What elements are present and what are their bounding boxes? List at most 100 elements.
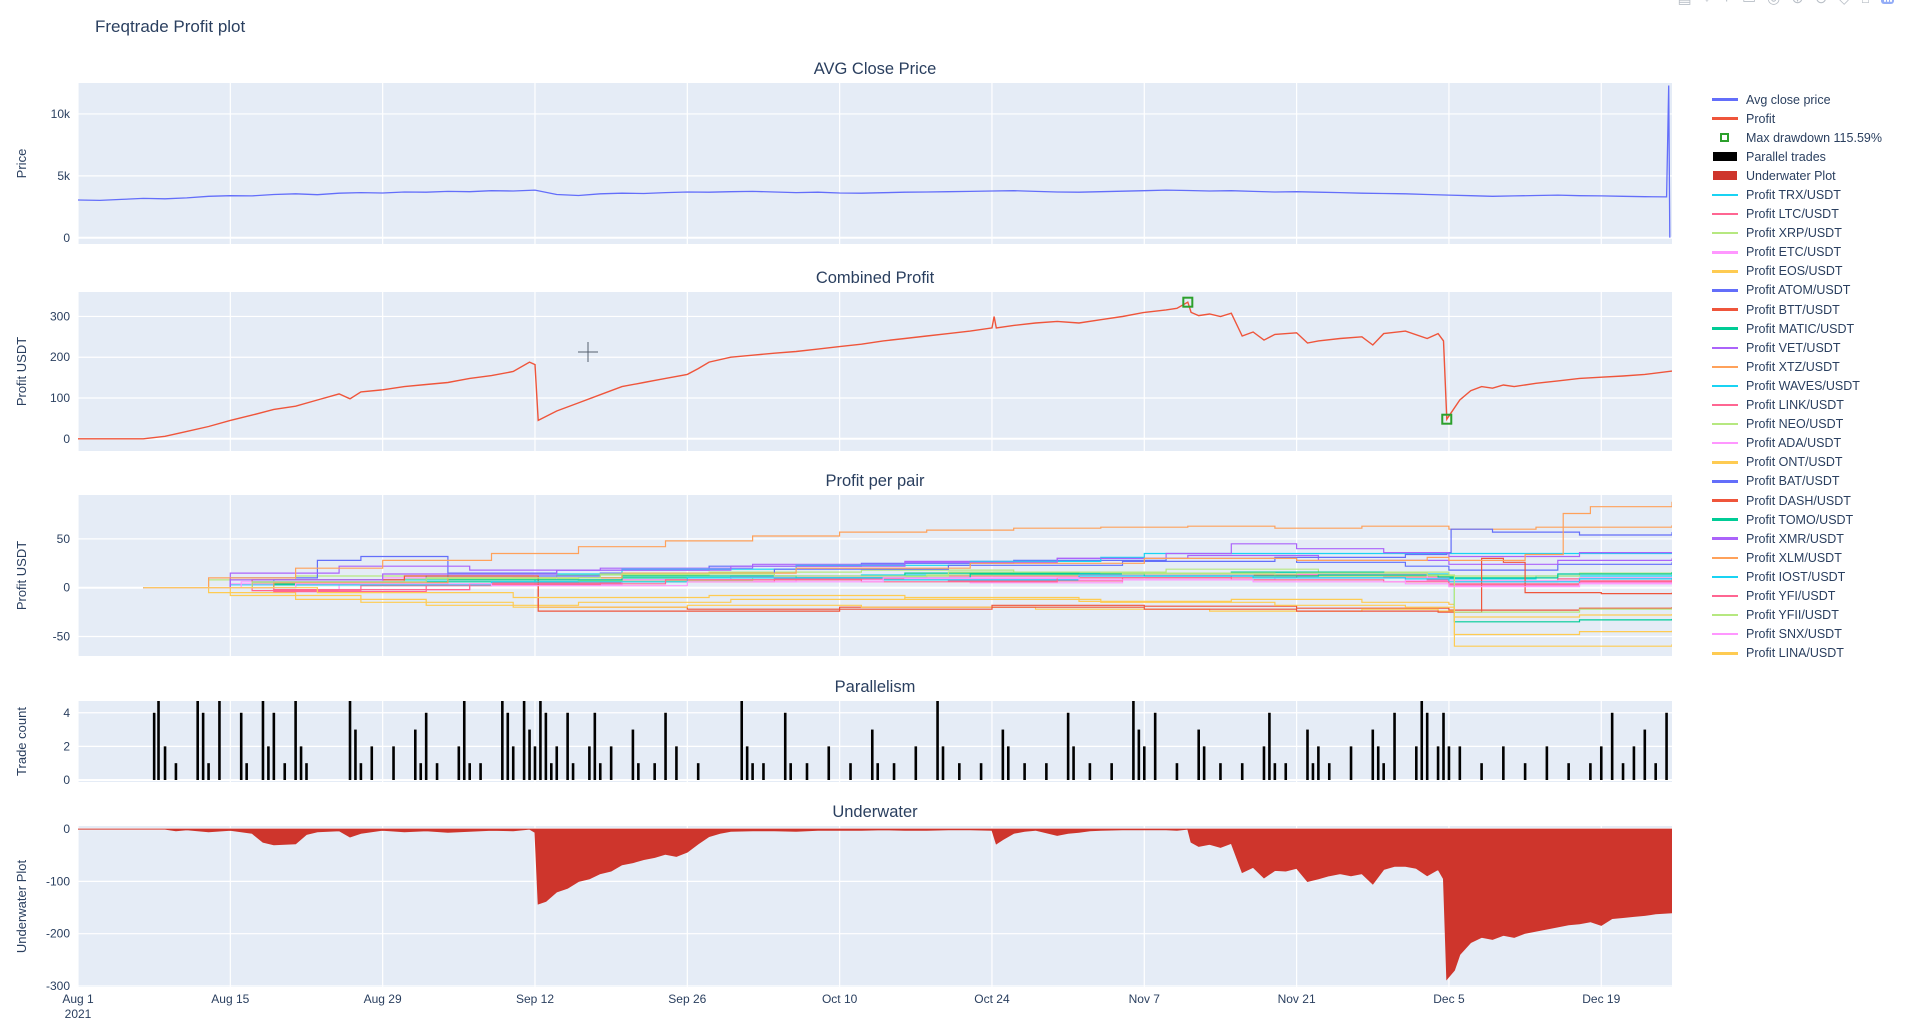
legend-item-parallel-trades[interactable]: Parallel trades [1712,147,1910,166]
legend-label: Profit EOS/USDT [1746,264,1843,279]
pan-icon[interactable]: + [1722,0,1731,6]
series-parallel-trades-bar [348,701,352,780]
legend-label: Profit [1746,111,1776,126]
series-parallel-trades-bar [1327,763,1331,780]
series-parallel-trades-bar [1311,763,1315,780]
x-tick-label: Aug 1 [62,992,94,1006]
series-parallel-trades-bar [1142,746,1146,780]
series-max-drawdown-115-59-marker [1441,413,1453,425]
series-parallel-trades-bar [675,746,678,780]
series-parallel-trades-bar [359,763,363,780]
legend-item-profit-xlm-usdt[interactable]: Profit XLM/USDT [1712,548,1910,567]
autoscale-icon[interactable]: ◇ [1838,0,1850,6]
legend-item-profit-tomo-usdt[interactable]: Profit TOMO/USDT [1712,510,1910,529]
legend-item-profit-link-usdt[interactable]: Profit LINK/USDT [1712,396,1910,415]
legend-swatch [1712,193,1738,197]
legend: Avg close price Profit Max drawdown 115.59… [1712,90,1910,663]
y-tick-label: 300 [50,309,70,323]
legend-item-profit-eos-usdt[interactable]: Profit EOS/USDT [1712,262,1910,281]
legend-label: Profit TOMO/USDT [1746,512,1854,527]
series-parallel-trades-bar [892,763,896,780]
legend-item-underwater-plot[interactable]: Underwater Plot [1712,166,1910,185]
series-parallel-trades-bar [936,701,939,780]
legend-item-profit-ont-usdt[interactable]: Profit ONT/USDT [1712,453,1910,472]
series-parallel-trades-bar [1023,763,1026,780]
series-parallel-trades-bar [1371,729,1375,780]
legend-item-profit[interactable]: Profit [1712,109,1910,128]
modebar-buttons: ▤ ⌖ + ▭ ◎ ⊕ ⊖ ◇ ⌂ [1678,0,1894,6]
legend-label: Profit ATOM/USDT [1746,283,1851,298]
legend-item-profit-iost-usdt[interactable]: Profit IOST/USDT [1712,567,1910,586]
legend-item-profit-lina-usdt[interactable]: Profit LINA/USDT [1712,644,1910,663]
series-parallel-trades-bar [1382,763,1385,780]
legend-swatch [1712,308,1738,311]
legend-swatch [1712,384,1738,388]
legend-swatch [1713,152,1737,162]
legend-swatch [1712,98,1738,101]
series-parallel-trades-bar [1567,763,1570,780]
series-parallel-trades-bar [299,746,303,780]
legend-item-avg-close-price[interactable]: Avg close price [1712,90,1910,109]
legend-item-max-drawdown-115-59[interactable]: Max drawdown 115.59% [1712,128,1910,147]
legend-label: Profit LINA/USDT [1746,646,1844,661]
zoom-in-icon[interactable]: ⊕ [1791,0,1804,6]
series-parallel-trades-bar [1306,729,1309,780]
legend-item-profit-bat-usdt[interactable]: Profit BAT/USDT [1712,472,1910,491]
y-tick-label: 2 [63,739,70,753]
legend-item-profit-xtz-usdt[interactable]: Profit XTZ/USDT [1712,357,1910,376]
series-parallel-trades-bar [457,746,461,780]
legend-item-profit-snx-usdt[interactable]: Profit SNX/USDT [1712,625,1910,644]
series-parallel-trades-bar [392,746,395,780]
series-parallel-trades-bar [1006,746,1010,780]
max-drawdown-marker-swatch [1720,133,1729,143]
series-parallel-trades-bar [1175,763,1179,780]
series-parallel-trades-bar [152,712,156,780]
legend-item-profit-ltc-usdt[interactable]: Profit LTC/USDT [1712,205,1910,224]
lasso-select-icon[interactable]: ◎ [1767,0,1780,6]
zoom-icon[interactable]: ⌖ [1703,0,1711,6]
figure-title: Freqtrade Profit plot [95,17,246,36]
legend-item-profit-btt-usdt[interactable]: Profit BTT/USDT [1712,300,1910,319]
combined-profit-plot-area[interactable] [78,292,1672,451]
modebar: ▤ ⌖ + ▭ ◎ ⊕ ⊖ ◇ ⌂ [1678,0,1894,11]
series-parallel-trades-bar [196,701,199,780]
series-parallel-trades-bar [783,712,787,780]
legend-swatch [1712,117,1738,120]
series-parallel-trades-bar [1197,729,1200,780]
legend-item-profit-ada-usdt[interactable]: Profit ADA/USDT [1712,434,1910,453]
box-select-icon[interactable]: ▭ [1742,0,1756,6]
legend-item-profit-yfii-usdt[interactable]: Profit YFII/USDT [1712,606,1910,625]
legend-swatch [1712,613,1738,617]
series-parallel-trades-bar [501,701,504,780]
series-parallel-trades-bar [637,763,640,780]
series-parallel-trades-bar [1458,746,1462,780]
legend-item-profit-xrp-usdt[interactable]: Profit XRP/USDT [1712,224,1910,243]
legend-item-profit-yfi-usdt[interactable]: Profit YFI/USDT [1712,586,1910,605]
legend-item-profit-dash-usdt[interactable]: Profit DASH/USDT [1712,491,1910,510]
legend-item-profit-etc-usdt[interactable]: Profit ETC/USDT [1712,243,1910,262]
legend-label: Profit XLM/USDT [1746,550,1842,565]
download-plot-icon[interactable]: ▤ [1678,0,1692,6]
zoom-out-icon[interactable]: ⊖ [1815,0,1828,6]
series-profit-xtz-usdt [143,525,1672,589]
series-parallel-trades-bar [664,712,667,780]
legend-item-profit-neo-usdt[interactable]: Profit NEO/USDT [1712,415,1910,434]
legend-item-profit-waves-usdt[interactable]: Profit WAVES/USDT [1712,376,1910,395]
series-parallel-trades-bar [571,763,575,780]
y-tick-label: -50 [53,629,71,643]
series-parallel-trades-bar [1442,712,1445,780]
legend-label: Profit MATIC/USDT [1746,321,1855,336]
legend-item-profit-atom-usdt[interactable]: Profit ATOM/USDT [1712,281,1910,300]
plotly-logo[interactable] [1881,0,1894,4]
legend-item-profit-matic-usdt[interactable]: Profit MATIC/USDT [1712,319,1910,338]
legend-item-profit-xmr-usdt[interactable]: Profit XMR/USDT [1712,529,1910,548]
series-parallel-trades-bar [1001,729,1005,780]
legend-item-profit-trx-usdt[interactable]: Profit TRX/USDT [1712,185,1910,204]
parallelism-plot-area[interactable] [78,701,1672,782]
legend-item-profit-vet-usdt[interactable]: Profit VET/USDT [1712,338,1910,357]
subplot-title-avg-close-price: AVG Close Price [814,60,937,78]
y-tick-label: 0 [63,581,70,595]
reset-axes-icon[interactable]: ⌂ [1861,0,1870,6]
legend-swatch [1712,270,1738,273]
avg-close-price-plot-area[interactable] [78,83,1672,244]
